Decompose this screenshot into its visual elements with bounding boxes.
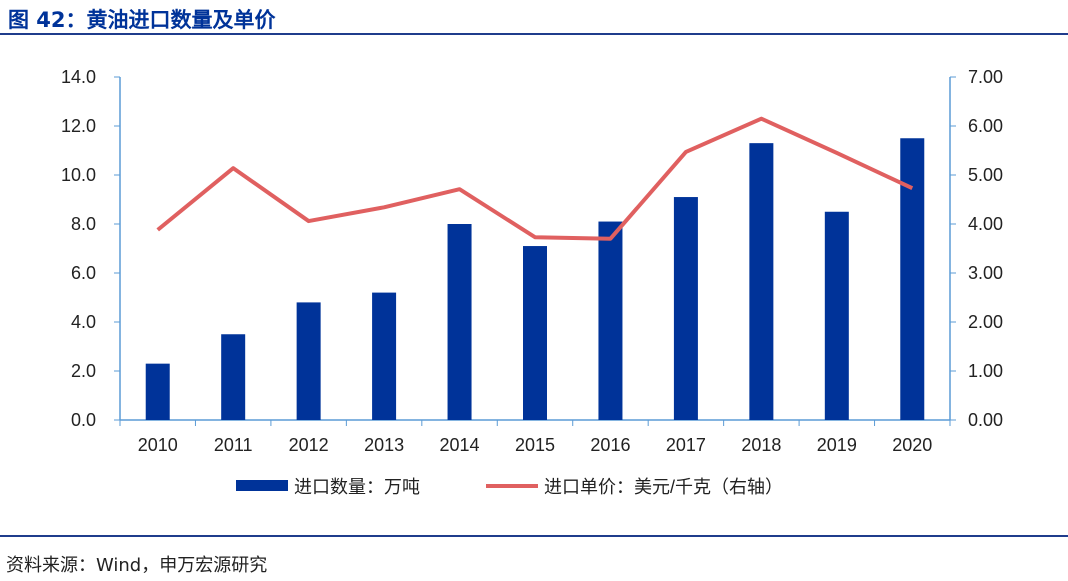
- figure-title: 图 42：黄油进口数量及单价: [8, 8, 276, 32]
- left-tick-label: 0.0: [71, 410, 96, 430]
- right-tick-label: 7.00: [968, 67, 1003, 87]
- right-tick-label: 5.00: [968, 165, 1003, 185]
- bar-2014: [447, 224, 472, 420]
- x-tick-label: 2019: [817, 435, 857, 455]
- left-tick-label: 4.0: [71, 312, 96, 332]
- x-tick-label: 2017: [666, 435, 706, 455]
- x-tick-label: 2010: [138, 435, 178, 455]
- legend-bar-label: 进口数量：万吨: [294, 477, 420, 497]
- bar-2018: [749, 143, 774, 420]
- x-tick-label: 2011: [214, 435, 253, 455]
- right-tick-label: 2.00: [968, 312, 1003, 332]
- x-tick-label: 2020: [892, 435, 932, 455]
- x-tick-label: 2013: [364, 435, 404, 455]
- left-tick-label: 2.0: [71, 361, 96, 381]
- x-tick-label: 2016: [590, 435, 630, 455]
- legend-line-label: 进口单价：美元/千克（右轴）: [544, 477, 783, 497]
- bar-2016: [598, 221, 623, 420]
- left-tick-label: 10.0: [61, 165, 96, 185]
- x-tick-label: 2012: [289, 435, 329, 455]
- price-line: [156, 116, 914, 241]
- source-note: 资料来源：Wind，申万宏源研究: [6, 555, 268, 576]
- bar-2020: [900, 138, 925, 420]
- left-tick-label: 14.0: [61, 67, 96, 87]
- bar-2015: [523, 246, 547, 420]
- top-divider: [0, 33, 1068, 35]
- legend-bar-swatch: [236, 480, 288, 491]
- left-tick-label: 8.0: [71, 214, 96, 234]
- right-tick-label: 6.00: [968, 116, 1003, 136]
- right-tick-label: 0.00: [968, 410, 1003, 430]
- x-tick-label: 2018: [741, 435, 781, 455]
- bar-2010: [145, 363, 170, 420]
- x-tick-label: 2015: [515, 435, 555, 455]
- left-tick-label: 6.0: [71, 263, 96, 283]
- bar-2013: [372, 292, 397, 420]
- left-tick-label: 12.0: [61, 116, 96, 136]
- right-tick-label: 1.00: [968, 361, 1003, 381]
- chart: 0.0 2.0 4.0 6.0 8.0 10.0 12.0 14.0 0.00 1.00 2.00 3…: [61, 67, 1003, 497]
- bar-2017: [673, 197, 698, 420]
- bottom-divider: [0, 535, 1068, 537]
- x-tick-label: 2014: [440, 435, 480, 455]
- right-tick-label: 3.00: [968, 263, 1003, 283]
- right-tick-label: 4.00: [968, 214, 1003, 234]
- bar-2012: [296, 302, 321, 420]
- bar-2019: [824, 211, 849, 420]
- bar-2011: [221, 334, 246, 420]
